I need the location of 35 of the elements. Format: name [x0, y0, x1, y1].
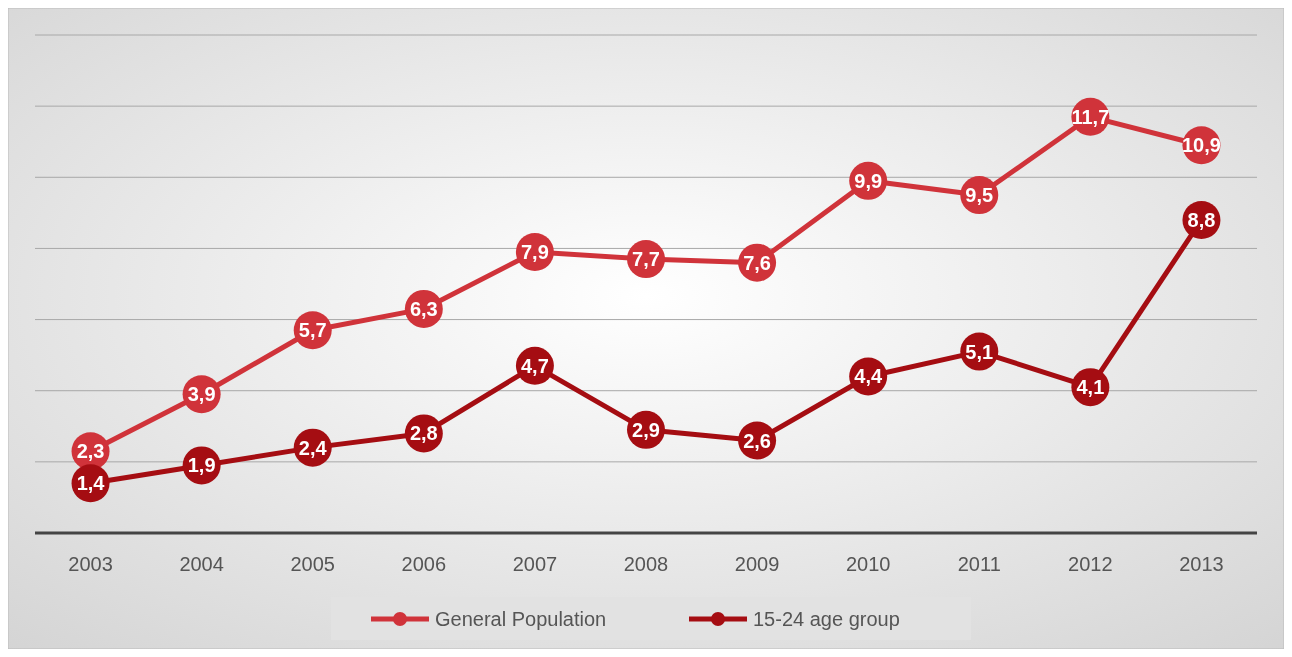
- data-label: 10,9: [1181, 134, 1221, 157]
- data-label: 8,8: [1187, 208, 1216, 231]
- data-label: 11,7: [1071, 105, 1110, 128]
- data-label: 7,6: [743, 251, 771, 274]
- x-tick-label: 2004: [179, 553, 224, 575]
- x-tick-label: 2008: [623, 553, 669, 575]
- data-label: 3,9: [187, 383, 216, 406]
- data-label: 2,3: [76, 440, 105, 463]
- data-label: 2,6: [743, 429, 771, 452]
- data-label: 7,7: [632, 248, 660, 271]
- data-label: 9,9: [854, 169, 883, 192]
- data-label: 9,5: [965, 184, 994, 207]
- data-label: 4,4: [854, 365, 883, 388]
- data-label: 7,9: [521, 240, 549, 263]
- x-tick-label: 2012: [1068, 553, 1113, 575]
- legend-label: 15-24 age group: [753, 608, 900, 630]
- data-label: 4,7: [521, 354, 549, 377]
- data-label: 5,7: [298, 319, 327, 342]
- x-tick-label: 2013: [1179, 553, 1224, 575]
- data-label: 4,1: [1076, 376, 1105, 399]
- data-label: 1,4: [76, 472, 106, 495]
- data-label: 2,9: [632, 418, 660, 441]
- data-label: 2,4: [298, 436, 328, 459]
- data-label: 5,1: [965, 340, 994, 363]
- x-tick-label: 2007: [512, 553, 558, 575]
- data-label: 6,3: [409, 297, 438, 320]
- x-tick-label: 2011: [957, 553, 1001, 575]
- data-label: 1,9: [187, 454, 216, 477]
- x-tick-label: 2006: [401, 553, 447, 575]
- data-label: 2,8: [409, 422, 438, 445]
- legend-label: General Population: [435, 608, 607, 630]
- x-tick-label: 2009: [734, 553, 780, 575]
- x-tick-label: 2005: [290, 553, 335, 575]
- x-tick-label: 2003: [68, 553, 113, 575]
- x-tick-label: 2010: [845, 553, 891, 575]
